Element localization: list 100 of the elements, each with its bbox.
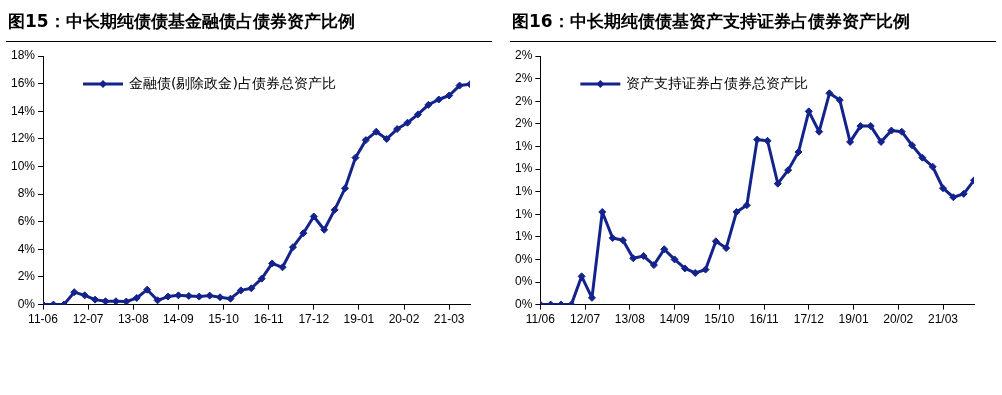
chart-title: 图15：中长期纯债债基金融债占债券资产比例 [6, 8, 492, 42]
point [928, 162, 937, 171]
point [309, 212, 318, 221]
point [670, 255, 679, 264]
point [939, 184, 948, 193]
point [205, 291, 214, 300]
point [299, 229, 308, 238]
y-tick-label: 12% [10, 131, 36, 146]
x-tick-label: 12/07 [570, 312, 601, 327]
x-tick-label: 19-01 [343, 312, 375, 327]
y-tick-label: 14% [10, 103, 36, 118]
point [959, 189, 968, 198]
point [908, 141, 917, 150]
y-tick-label: 2% [515, 116, 533, 131]
point [382, 135, 391, 144]
point [660, 245, 669, 254]
point [351, 153, 360, 162]
point [361, 136, 370, 145]
x-tick-label: 17/12 [793, 312, 825, 327]
point [278, 263, 287, 272]
x-tick-label: 20-02 [388, 312, 420, 327]
point [424, 100, 433, 109]
point [722, 244, 731, 253]
x-tick-label: 12-07 [72, 312, 104, 327]
point [680, 264, 689, 273]
x-tick-label: 13/08 [614, 312, 646, 327]
y-tick-label: 2% [515, 48, 533, 63]
point [639, 252, 648, 261]
point [691, 268, 700, 277]
x-tick-label: 20/02 [883, 312, 914, 327]
x-tick-label: 15/10 [704, 312, 735, 327]
point [330, 205, 339, 214]
y-tick-label: 8% [17, 186, 36, 201]
point [226, 294, 235, 303]
point [742, 201, 751, 210]
point [649, 261, 658, 270]
point [101, 297, 110, 305]
point [268, 259, 277, 268]
y-tick-label: 0% [515, 251, 533, 266]
y-tick-label: 2% [515, 93, 533, 108]
point [236, 286, 245, 295]
point [949, 193, 958, 202]
y-tick-label: 1% [515, 161, 533, 176]
point [153, 296, 162, 305]
point [257, 274, 266, 283]
point [413, 110, 422, 119]
point [629, 254, 638, 263]
y-tick-label: 1% [515, 138, 533, 153]
point [143, 285, 152, 294]
point [608, 233, 617, 242]
x-tick-label: 16-11 [253, 312, 284, 327]
legend-label: 金融债(剔除政金)占债券总资产比 [129, 74, 336, 91]
point [372, 127, 381, 136]
y-tick-label: 4% [17, 241, 36, 256]
y-tick-label: 1% [515, 183, 533, 198]
point [434, 95, 443, 104]
chart-title: 图16：中长期纯债债基资产支持证券占债券资产比例 [510, 8, 996, 42]
point [445, 91, 454, 100]
point [80, 291, 89, 300]
point [887, 126, 896, 135]
y-tick-label: 2% [515, 70, 533, 85]
point [918, 153, 927, 162]
point [163, 292, 172, 301]
point [897, 127, 906, 136]
legend-label: 资产支持证券占债券总资产比 [626, 74, 809, 91]
y-tick-label: 16% [10, 75, 36, 90]
point [455, 81, 464, 90]
y-tick-label: 1% [515, 229, 533, 244]
x-tick-label: 21/03 [928, 312, 959, 327]
x-tick-label: 17-12 [298, 312, 330, 327]
point [403, 118, 412, 127]
point [132, 293, 141, 302]
x-tick-label: 13-08 [117, 312, 149, 327]
point [711, 237, 720, 246]
point [122, 297, 131, 305]
point [701, 265, 710, 274]
point [195, 292, 204, 301]
point [835, 96, 844, 105]
point [393, 125, 402, 134]
y-tick-label: 2% [17, 269, 36, 284]
y-tick-label: 18% [10, 48, 36, 63]
point [877, 137, 886, 146]
y-tick-label: 0% [515, 296, 533, 311]
y-tick-label: 10% [10, 158, 36, 173]
x-tick-label: 11-06 [28, 312, 59, 327]
point [288, 243, 297, 252]
x-tick-label: 19/01 [838, 312, 869, 327]
point [598, 207, 607, 216]
point [732, 207, 741, 216]
x-tick-label: 16/11 [749, 312, 779, 327]
point [341, 184, 350, 193]
x-tick-label: 11/06 [525, 312, 556, 327]
y-tick-label: 1% [515, 206, 533, 221]
point [753, 135, 762, 144]
y-tick-label: 0% [515, 274, 533, 289]
y-tick-label: 0% [17, 296, 36, 311]
point [216, 293, 225, 302]
point [247, 284, 256, 293]
y-tick-label: 6% [17, 214, 36, 229]
x-tick-label: 21-03 [433, 312, 465, 327]
